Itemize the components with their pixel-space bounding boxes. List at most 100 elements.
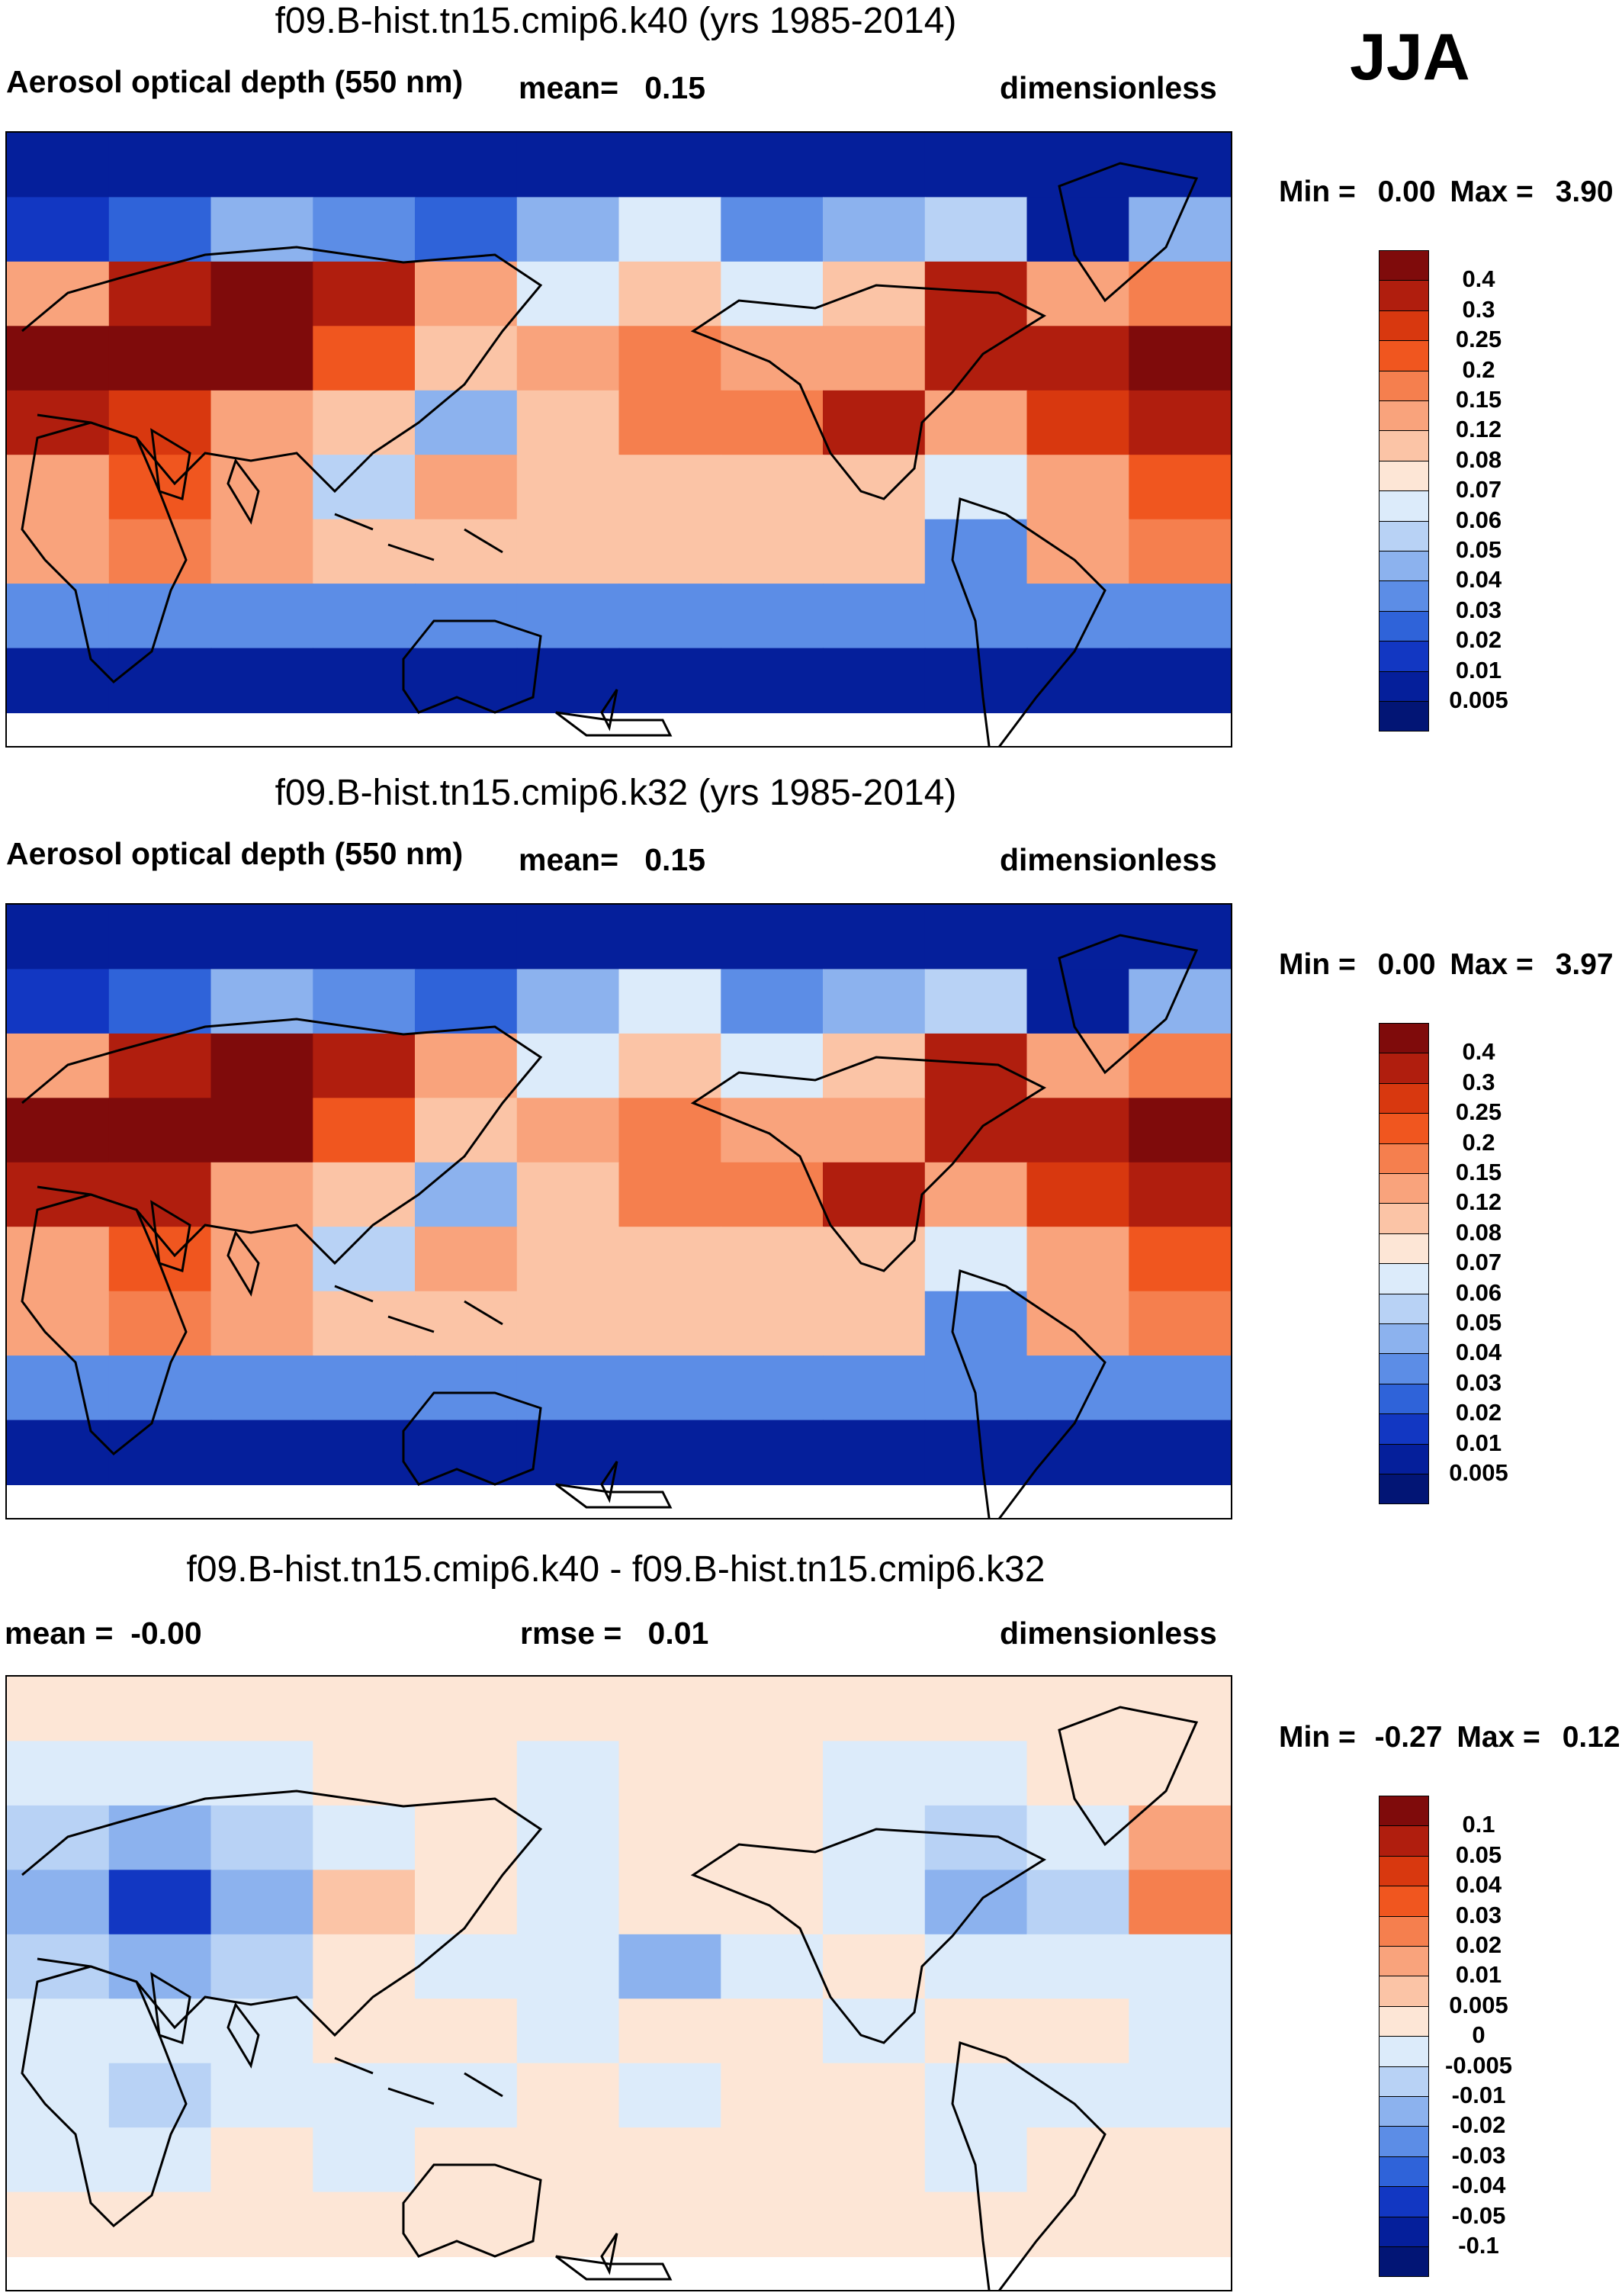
map-cell [618,519,722,585]
map-cell [1129,455,1231,520]
map-cell [1026,1162,1130,1228]
map-cell [108,905,212,970]
map-cell [210,905,314,970]
colorbar-segment [1379,1053,1429,1084]
map-cell [313,2127,416,2193]
map-cell [516,2127,620,2193]
map-cell [823,1741,926,1806]
panel-1-minmax: Min = 0.00 Max = 3.90 [1279,175,1614,209]
map-cell [1026,1999,1130,2064]
map-cell [721,455,824,520]
map-cell [823,326,926,391]
colorbar-segment [1379,1946,1429,1977]
map-cell [108,2063,212,2129]
map-cell [108,519,212,585]
colorbar-tick-label: 0.01 [1455,1961,1502,1989]
colorbar-segment [1379,430,1429,461]
map-cell [618,969,722,1034]
map-cell [516,1291,620,1357]
colorbar-segment [1379,2096,1429,2127]
map-cell [7,1227,110,1292]
colorbar-segment [1379,610,1429,642]
map-cell [924,1741,1028,1806]
map-cell [924,390,1028,456]
map-cell [1129,326,1231,391]
colorbar-tick-label: 0.06 [1455,1278,1502,1306]
panel-2-map [5,903,1232,1519]
map-cell [1129,1291,1231,1357]
map-cell [924,2063,1028,2129]
map-cell [924,1677,1028,1742]
map-cell [516,2063,620,2129]
panel-3-title: f09.B-hist.tn15.cmip6.k40 - f09.B-hist.t… [186,1549,1045,1590]
map-cell [924,1291,1028,1357]
map-cell [516,905,620,970]
panel-2-mean-label: mean= 0.15 [519,842,706,877]
map-cell [108,1420,212,1485]
colorbar-segment [1379,310,1429,342]
map-cell [924,1162,1028,1228]
map-cell [1026,1934,1130,2000]
map-cell [108,326,212,391]
panel-1-mean-label: mean= 0.15 [519,70,706,105]
colorbar-tick-label: 0.12 [1455,416,1502,443]
map-cell [823,2191,926,2257]
coastline [951,497,1106,746]
colorbar-tick-label: 0.2 [1462,1128,1495,1156]
map-cell [415,1934,518,2000]
map-cell [924,1420,1028,1485]
map-cell [313,133,416,198]
colorbar-segment [1379,670,1429,702]
coastline [402,619,542,714]
map-cell [1026,2063,1130,2129]
map-cell [618,390,722,456]
map-cell [210,1098,314,1163]
map-cell [210,648,314,713]
panel-2-title: f09.B-hist.tn15.cmip6.k32 (yrs 1985-2014… [275,773,957,813]
colorbar-segment [1379,400,1429,432]
panel-3-min-label: Min = [1279,1721,1356,1754]
map-cell [108,197,212,262]
colorbar-segment [1379,1796,1429,1827]
colorbar-tick-label: -0.01 [1451,2082,1506,2108]
colorbar-tick-label: -0.05 [1451,2201,1506,2229]
map-cell [108,390,212,456]
colorbar-tick-label: -0.03 [1451,2141,1506,2169]
map-cell [721,133,824,198]
coastline [150,428,191,500]
colorbar-segment [1379,1023,1429,1054]
map-cell [516,584,620,649]
panel-1-min-value: 0.00 [1377,175,1436,208]
map-cell [415,905,518,970]
map-cell [1026,2191,1130,2257]
map-cell [415,648,518,713]
map-cell [516,648,620,713]
map-cell [823,261,926,327]
map-cell [1129,1741,1231,1806]
map-cell [210,1420,314,1485]
map-cell [7,261,110,327]
map-cell [210,1741,314,1806]
map-cell [823,1033,926,1099]
map-cell [721,2063,824,2129]
map-cell [108,2127,212,2193]
colorbar-tick-label: 0.2 [1462,355,1495,383]
colorbar-segment [1379,1113,1429,1144]
map-cell [823,1291,926,1357]
colorbar-segment [1379,1233,1429,1265]
colorbar-tick-label: -0.04 [1451,2172,1506,2199]
map-cell [721,1420,824,1485]
map-cell [210,1934,314,2000]
colorbar-tick-label: 0.15 [1455,386,1502,413]
map-cell [1026,2127,1130,2193]
map-cell [415,1420,518,1485]
map-cell [618,2127,722,2193]
colorbar-tick-label: 0.08 [1455,1218,1502,1246]
map-cell [1129,969,1231,1034]
coastline [1058,934,1199,1075]
map-cell [516,1162,620,1228]
panel-3-min-value: -0.27 [1374,1721,1443,1754]
map-cell [7,1677,110,1742]
colorbar-segment [1379,2216,1429,2247]
map-cell [210,969,314,1034]
